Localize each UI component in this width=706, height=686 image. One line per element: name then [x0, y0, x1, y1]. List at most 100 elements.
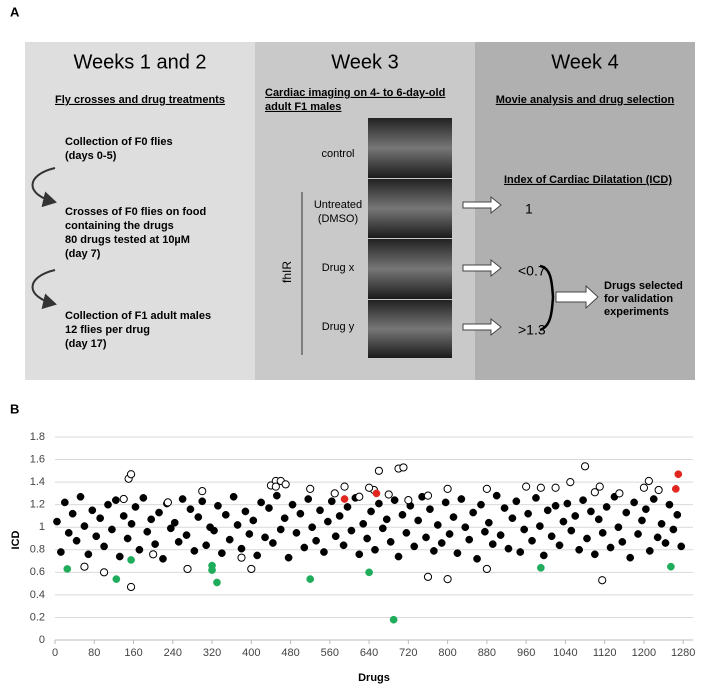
point — [265, 504, 273, 512]
point — [119, 512, 128, 520]
point — [221, 510, 230, 519]
open-point — [580, 462, 590, 471]
point — [367, 507, 375, 516]
point — [453, 549, 462, 558]
point — [547, 532, 556, 541]
open-point — [149, 550, 158, 559]
point — [104, 500, 112, 509]
point — [194, 513, 203, 521]
point — [567, 526, 576, 535]
column-title: Week 4 — [551, 51, 618, 73]
open-point — [423, 491, 433, 500]
open-point — [423, 572, 433, 581]
point — [96, 514, 105, 523]
open-point — [399, 463, 408, 472]
x-tick-label: 1120 — [593, 647, 617, 659]
point — [410, 542, 419, 551]
point — [426, 505, 434, 514]
point — [170, 518, 179, 527]
y-tick-label: 0.6 — [30, 566, 45, 578]
point — [598, 529, 607, 537]
point — [579, 496, 587, 505]
point — [92, 532, 101, 541]
open-point — [237, 553, 246, 562]
point — [512, 497, 521, 506]
selected-text: experiments — [604, 306, 669, 318]
open-point — [595, 482, 604, 491]
y-tick-label: 0 — [39, 634, 45, 646]
icd-value: >1.3 — [518, 322, 546, 338]
point — [484, 518, 493, 527]
point — [127, 556, 135, 564]
point — [539, 551, 548, 560]
open-point — [80, 562, 89, 571]
open-point — [443, 575, 452, 584]
open-point — [522, 482, 531, 491]
point — [669, 525, 678, 534]
point — [422, 533, 430, 542]
open-point — [364, 483, 374, 492]
open-point — [183, 564, 192, 574]
arrow — [462, 195, 502, 215]
row-label: Drug y — [322, 321, 355, 333]
point — [508, 514, 517, 523]
x-tick-label: 560 — [321, 647, 339, 659]
point — [551, 501, 560, 510]
point — [653, 533, 662, 542]
point — [64, 529, 73, 537]
open-point — [404, 496, 413, 505]
point — [537, 563, 545, 572]
point — [147, 515, 156, 524]
panel-label: B — [10, 401, 19, 416]
open-point — [482, 564, 491, 574]
point — [151, 540, 159, 548]
point — [477, 500, 485, 509]
x-tick-label: 640 — [360, 647, 378, 659]
point — [665, 500, 674, 509]
x-tick-label: 0 — [52, 647, 58, 659]
point — [528, 536, 536, 545]
point — [449, 513, 458, 521]
step-text: (days 0-5) — [65, 150, 117, 162]
point — [57, 548, 65, 556]
step-text: Collection of F0 flies — [65, 136, 173, 148]
point — [465, 535, 474, 544]
point — [618, 538, 627, 546]
flow-arrow — [31, 167, 57, 208]
column-bg — [475, 42, 695, 380]
point — [253, 551, 262, 560]
step-text: 12 flies per drug — [65, 324, 150, 336]
point — [84, 550, 93, 559]
open-point — [566, 478, 575, 487]
point — [583, 534, 591, 543]
open-point — [536, 483, 545, 492]
column-subtitle: Cardiac imaging on 4- to 6-day-old — [265, 87, 445, 99]
point — [143, 527, 152, 536]
x-tick-label: 720 — [399, 647, 417, 659]
arrow — [462, 317, 502, 337]
point — [135, 545, 144, 554]
point — [359, 519, 368, 528]
point — [571, 512, 580, 520]
step-text: Collection of F1 adult males — [65, 310, 211, 322]
point — [182, 531, 191, 539]
point — [347, 526, 356, 535]
open-point — [119, 494, 128, 504]
point — [198, 497, 207, 506]
point — [671, 485, 680, 493]
point — [375, 499, 383, 508]
point — [488, 540, 497, 548]
point — [674, 470, 683, 479]
point — [414, 516, 423, 525]
point — [634, 530, 642, 538]
x-tick-label: 800 — [438, 647, 456, 659]
point — [186, 505, 195, 514]
index-title: Index of Cardiac Dilatation (ICD) — [504, 174, 672, 186]
point — [445, 530, 454, 538]
point — [127, 519, 136, 528]
arrow — [555, 284, 599, 310]
point — [524, 509, 532, 518]
open-point — [590, 488, 599, 497]
point — [249, 516, 258, 525]
point — [461, 523, 470, 532]
